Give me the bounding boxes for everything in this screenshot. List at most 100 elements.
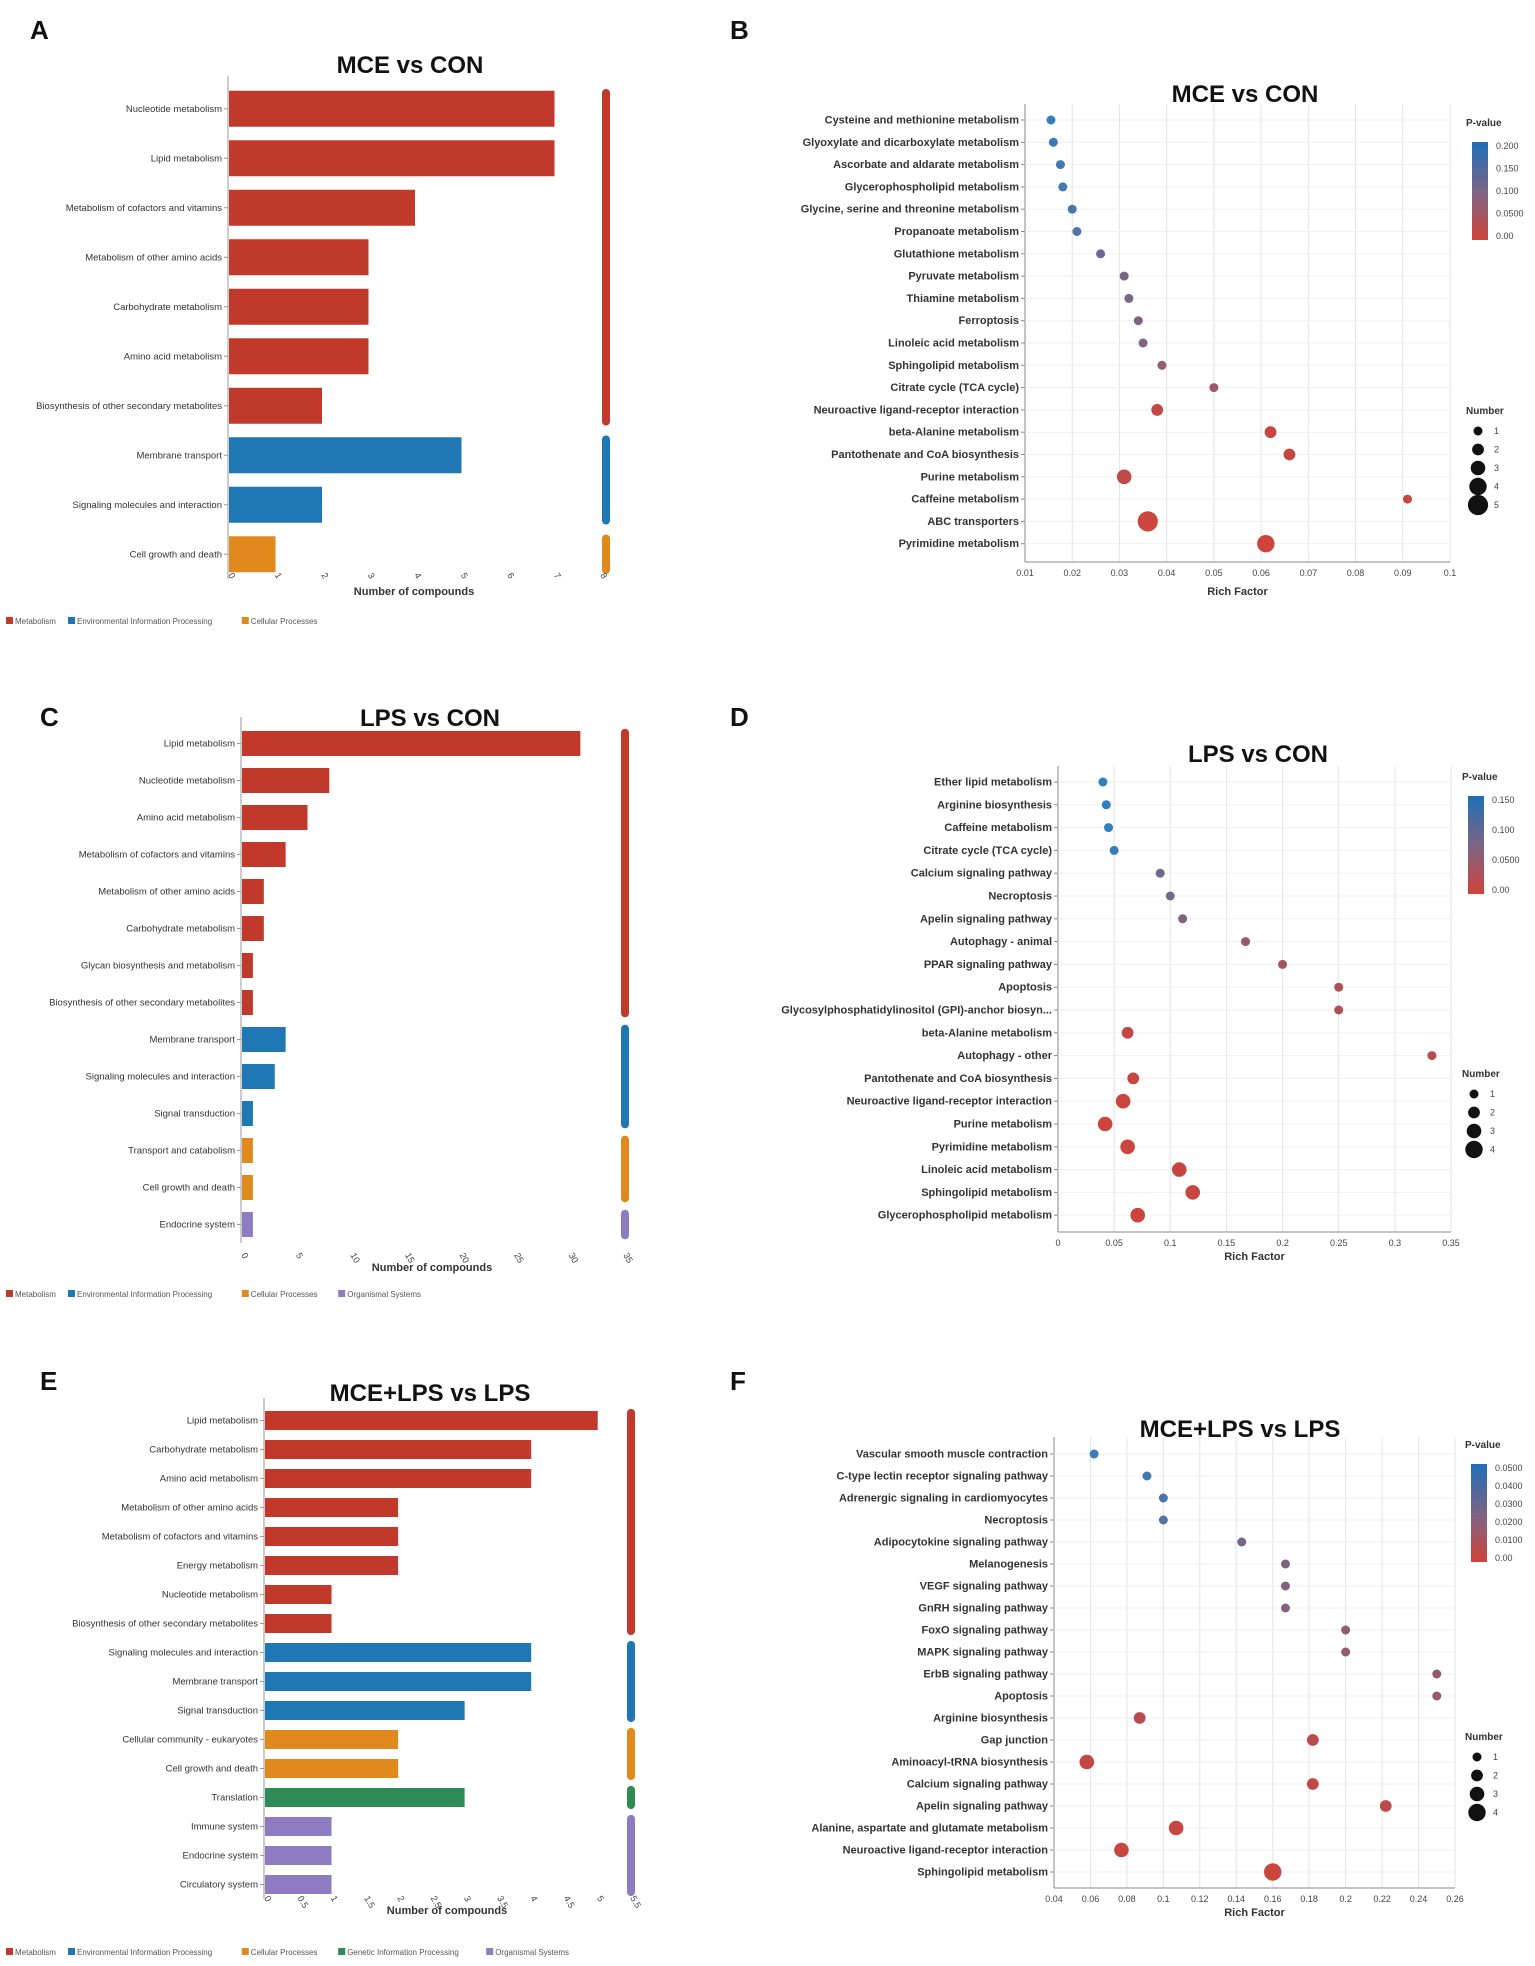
x-tick-label: 0.05 xyxy=(1205,568,1223,578)
data-point xyxy=(1306,1778,1319,1790)
chart-title: MCE+LPS vs LPS xyxy=(330,1380,531,1407)
category-label: Transport and catabolism xyxy=(128,1146,235,1157)
category-label: Pantothenate and CoA biosynthesis xyxy=(864,1073,1052,1085)
legend-label: Organismal Systems xyxy=(495,1948,569,1957)
bar xyxy=(229,288,369,325)
number-legend-dot xyxy=(1466,1123,1482,1139)
x-tick-label: 0 xyxy=(226,571,237,580)
chart-title: MCE+LPS vs LPS xyxy=(1140,1416,1341,1443)
x-tick-label: 1 xyxy=(273,571,284,580)
bar xyxy=(242,1027,286,1052)
x-tick-label: 0.04 xyxy=(1158,568,1176,578)
category-label: Cellular community - eukaryotes xyxy=(122,1735,258,1746)
data-point xyxy=(1403,494,1412,504)
chart-title: MCE vs CON xyxy=(337,52,484,79)
data-point xyxy=(1142,1471,1152,1481)
legend-label: Genetic Information Processing xyxy=(347,1948,459,1957)
category-label: Arginine biosynthesis xyxy=(933,1713,1048,1725)
category-label: Citrate cycle (TCA cycle) xyxy=(890,382,1019,394)
legend-label: Environmental Information Processing xyxy=(77,1290,212,1299)
category-label: Glycosylphosphatidylinositol (GPI)-ancho… xyxy=(781,1005,1052,1017)
number-legend-label: 3 xyxy=(1494,463,1499,473)
number-legend-label: 2 xyxy=(1494,445,1499,455)
bar xyxy=(229,486,322,523)
bar xyxy=(265,1614,332,1633)
bar xyxy=(242,1101,253,1126)
pvalue-tick-label: 0.0500 xyxy=(1495,1463,1523,1473)
data-point xyxy=(1334,1005,1344,1015)
category-label: Necroptosis xyxy=(988,891,1052,903)
bar xyxy=(265,1846,332,1865)
data-point xyxy=(1130,1207,1146,1223)
data-point xyxy=(1101,800,1111,810)
data-point xyxy=(1257,535,1275,553)
data-point xyxy=(1133,1712,1146,1724)
bar xyxy=(242,916,264,941)
group-bar xyxy=(627,1814,635,1897)
panel-label: F xyxy=(730,1366,746,1396)
legend-label: Metabolism xyxy=(15,617,56,626)
data-point xyxy=(1165,891,1175,901)
legend-label: Cellular Processes xyxy=(251,1948,318,1957)
data-point xyxy=(1264,1863,1282,1881)
category-label: beta-Alanine metabolism xyxy=(889,427,1019,439)
category-label: Alanine, aspartate and glutamate metabol… xyxy=(811,1823,1048,1835)
bar xyxy=(242,731,581,756)
category-label: Adrenergic signaling in cardiomyocytes xyxy=(839,1493,1048,1505)
category-label: Adipocytokine signaling pathway xyxy=(874,1537,1049,1549)
bar xyxy=(265,1469,532,1488)
x-tick-label: 5.5 xyxy=(628,1894,643,1910)
x-tick-label: 30 xyxy=(567,1251,581,1265)
category-label: Apelin signaling pathway xyxy=(920,913,1053,925)
data-point xyxy=(1151,404,1164,416)
bar xyxy=(242,768,330,793)
data-point xyxy=(1120,1139,1135,1155)
pvalue-colorbar xyxy=(1471,1464,1487,1562)
data-point xyxy=(1241,937,1251,947)
category-label: Linoleic acid metabolism xyxy=(888,338,1019,350)
legend-label: Metabolism xyxy=(15,1948,56,1957)
x-tick-label: 4 xyxy=(528,1894,539,1903)
pvalue-tick-label: 0.0200 xyxy=(1495,1517,1523,1527)
number-legend-dot xyxy=(1470,460,1486,476)
bar xyxy=(265,1411,598,1430)
x-tick-label: 7 xyxy=(552,571,563,580)
data-point xyxy=(1098,777,1108,787)
panel-label: E xyxy=(40,1366,57,1396)
chart-title: LPS vs CON xyxy=(1188,741,1328,768)
category-label: Signal transduction xyxy=(177,1706,258,1717)
number-legend-dot xyxy=(1473,426,1483,436)
data-point xyxy=(1089,1449,1099,1459)
x-tick-label: 25 xyxy=(512,1251,526,1265)
data-point xyxy=(1158,1493,1168,1503)
legend-swatch xyxy=(241,617,249,624)
bar xyxy=(265,1527,399,1546)
number-legend-label: 4 xyxy=(1494,482,1499,492)
category-label: Endocrine system xyxy=(182,1851,258,1862)
category-label: Pantothenate and CoA biosynthesis xyxy=(831,449,1019,461)
data-point xyxy=(1097,1116,1113,1132)
bar xyxy=(242,1064,275,1089)
category-label: Caffeine metabolism xyxy=(944,822,1052,834)
x-tick-label: 15 xyxy=(403,1251,417,1265)
number-legend-dot xyxy=(1465,1140,1483,1159)
category-label: Metabolism of cofactors and vitamins xyxy=(102,1532,259,1543)
category-label: Cell growth and death xyxy=(143,1183,235,1194)
category-label: Propanoate metabolism xyxy=(894,226,1019,238)
category-label: Apoptosis xyxy=(994,1691,1048,1703)
panel-label: B xyxy=(730,15,749,45)
category-label: Cysteine and methionine metabolism xyxy=(825,115,1020,127)
data-point xyxy=(1168,1820,1184,1836)
bar xyxy=(242,990,253,1015)
pvalue-tick-label: 0.100 xyxy=(1496,186,1519,196)
data-point xyxy=(1178,914,1188,924)
category-label: Energy metabolism xyxy=(177,1561,258,1572)
bar xyxy=(265,1730,399,1749)
data-point xyxy=(1427,1051,1437,1061)
pvalue-tick-label: 0.00 xyxy=(1496,231,1514,241)
panel-label: D xyxy=(730,702,749,732)
category-label: Translation xyxy=(211,1793,258,1804)
data-point xyxy=(1055,160,1065,170)
category-label: Arginine biosynthesis xyxy=(937,799,1052,811)
